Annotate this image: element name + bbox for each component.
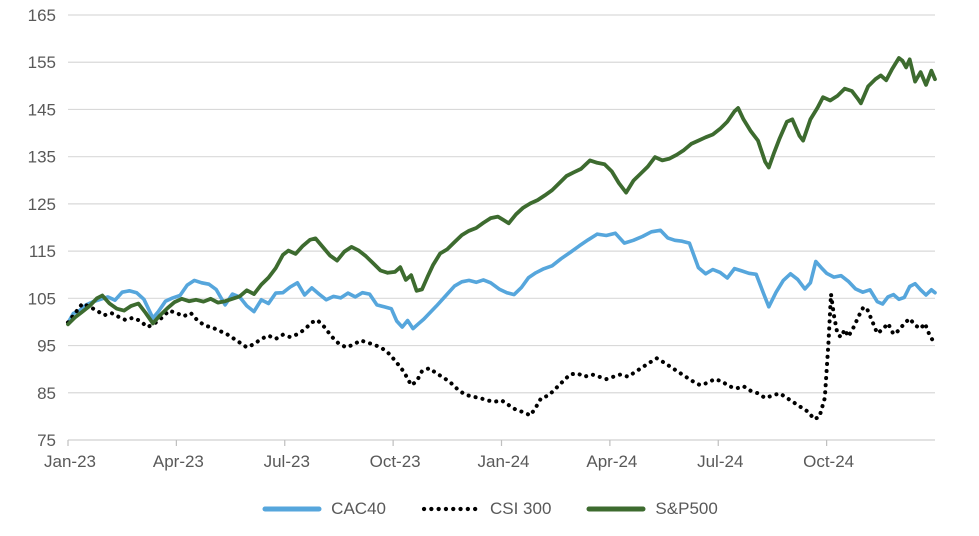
x-axis-label: Jul-24 xyxy=(697,452,743,471)
legend-label-csi300: CSI 300 xyxy=(489,499,552,518)
x-axis-label: Jul-23 xyxy=(264,452,310,471)
legend-label-sp500: S&P500 xyxy=(655,499,718,518)
legend-swatch-cac40-line xyxy=(262,506,322,512)
legend-entry-cac40: CAC40 xyxy=(261,499,386,519)
series-line-csi300 xyxy=(66,292,937,422)
legend-entry-csi300: CSI 300 xyxy=(420,499,551,519)
y-axis-label: 165 xyxy=(28,6,56,25)
x-axis-label: Oct-23 xyxy=(370,452,421,471)
legend-swatch-sp500-line xyxy=(586,506,646,512)
chart-legend: CAC40 CSI 300 S&P500 xyxy=(0,499,979,519)
y-axis-label: 145 xyxy=(28,100,56,119)
y-axis-label: 155 xyxy=(28,53,56,72)
x-axis-label: Apr-24 xyxy=(586,452,637,471)
y-axis-label: 75 xyxy=(37,431,56,450)
x-axis-label: Apr-23 xyxy=(153,452,204,471)
y-axis-label: 95 xyxy=(37,337,56,356)
y-axis-label: 135 xyxy=(28,148,56,167)
y-axis-label: 115 xyxy=(29,242,56,261)
x-axis-label: Jan-24 xyxy=(478,452,530,471)
x-axis-label: Oct-24 xyxy=(803,452,854,471)
legend-label-cac40: CAC40 xyxy=(331,499,386,518)
line-chart-plot: 75 85 95 105 115 125 135 145 155 165 Jan-23 Apr-23 J… xyxy=(28,6,937,471)
series-line-cac40 xyxy=(66,228,937,331)
y-axis-label: 105 xyxy=(28,289,56,308)
legend-swatch-csi300-dotted-line xyxy=(421,506,481,512)
x-axis-label: Jan-23 xyxy=(44,452,96,471)
series-line-sp500 xyxy=(66,56,937,327)
y-axis-label: 85 xyxy=(37,384,56,403)
y-axis-label: 125 xyxy=(28,195,56,214)
legend-entry-sp500: S&P500 xyxy=(585,499,718,519)
